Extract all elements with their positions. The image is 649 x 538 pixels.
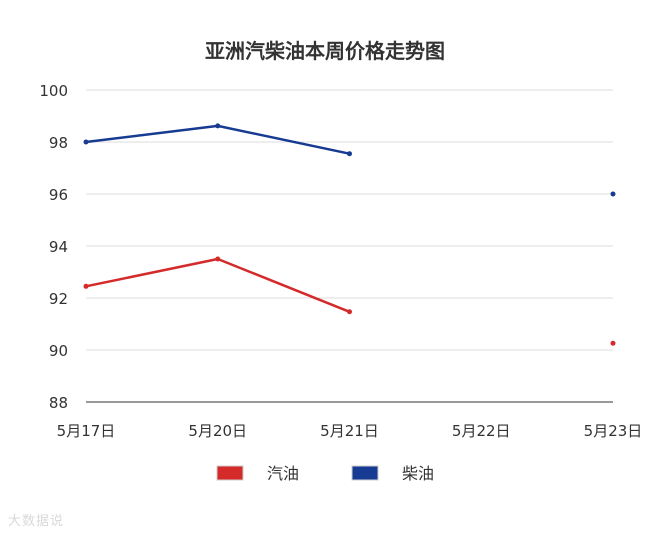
y-axis: 88 90 92 94 96 98 100 [39, 82, 68, 412]
series-1 [83, 256, 616, 346]
y-tick-label: 98 [49, 134, 68, 152]
grid-lines [86, 89, 613, 351]
data-point [610, 340, 616, 346]
watermark-logo: 大数据说 [8, 514, 65, 529]
x-tick-label: 5月20日 [188, 422, 247, 440]
series-line [85, 257, 350, 313]
legend-label: 柴油 [402, 464, 434, 483]
y-tick-label: 90 [49, 342, 68, 360]
legend-label: 汽油 [267, 464, 299, 483]
x-tick-label: 5月21日 [320, 422, 379, 440]
data-point [83, 139, 89, 145]
data-point [215, 123, 221, 129]
x-tick-label: 5月22日 [452, 422, 511, 440]
y-tick-label: 94 [49, 238, 68, 256]
legend: 汽油 柴油 [216, 464, 434, 483]
chart-title: 亚洲汽柴油本周价格走势图 [205, 39, 445, 63]
series-2 [83, 123, 616, 197]
legend-swatch [351, 465, 379, 481]
x-tick-label: 5月23日 [584, 422, 643, 440]
y-tick-label: 88 [49, 394, 68, 412]
data-point [347, 309, 352, 315]
series-line [85, 124, 350, 155]
x-tick-label: 5月17日 [57, 422, 116, 440]
series-layer [83, 123, 616, 346]
y-tick-label: 100 [39, 82, 68, 100]
x-axis: 5月17日 5月20日 5月21日 5月22日 5月23日 [57, 401, 643, 440]
legend-item: 汽油 [216, 464, 299, 483]
y-tick-label: 92 [49, 290, 68, 308]
y-tick-label: 96 [49, 186, 68, 204]
legend-item: 柴油 [351, 464, 434, 483]
data-point [215, 256, 221, 262]
data-point [83, 283, 89, 289]
data-point [610, 191, 616, 197]
data-point [347, 151, 352, 157]
legend-swatch [216, 465, 244, 481]
